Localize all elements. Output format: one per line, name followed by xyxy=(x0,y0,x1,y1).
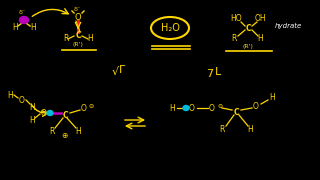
Text: H: H xyxy=(75,127,81,136)
Text: C: C xyxy=(245,24,251,33)
Ellipse shape xyxy=(183,105,189,111)
Text: R: R xyxy=(219,125,225,134)
Text: C: C xyxy=(233,107,239,116)
Text: H: H xyxy=(257,33,263,42)
Text: (R'): (R') xyxy=(243,44,253,48)
Text: (R'): (R') xyxy=(73,42,84,46)
Text: HO: HO xyxy=(230,14,242,22)
Text: H: H xyxy=(30,22,36,32)
Text: δ⁻: δ⁻ xyxy=(19,10,26,15)
Text: hydrate: hydrate xyxy=(275,23,302,29)
Text: H: H xyxy=(87,33,93,42)
Text: ⊕: ⊕ xyxy=(61,132,67,141)
Text: 7: 7 xyxy=(206,69,213,79)
Text: R: R xyxy=(231,33,237,42)
Text: O: O xyxy=(81,103,87,112)
Text: R: R xyxy=(63,33,69,42)
Text: C: C xyxy=(62,111,68,120)
Text: √: √ xyxy=(111,67,119,77)
Text: R: R xyxy=(49,127,55,136)
Text: δ⁻: δ⁻ xyxy=(73,6,81,12)
Text: H: H xyxy=(269,93,275,102)
Text: H: H xyxy=(247,125,253,134)
Text: ⊖: ⊖ xyxy=(88,103,94,109)
Text: ⊖: ⊖ xyxy=(217,103,223,109)
Text: H: H xyxy=(29,102,35,111)
Text: H: H xyxy=(7,91,13,100)
Ellipse shape xyxy=(20,17,28,24)
Text: H: H xyxy=(169,103,175,112)
Text: H₂O: H₂O xyxy=(161,23,180,33)
Text: O: O xyxy=(253,102,259,111)
Text: OH: OH xyxy=(254,14,266,22)
Text: H: H xyxy=(29,116,35,125)
Text: O: O xyxy=(41,109,47,118)
Text: L: L xyxy=(215,67,221,77)
Text: Γ: Γ xyxy=(119,65,125,75)
Ellipse shape xyxy=(47,111,53,116)
Text: H: H xyxy=(12,22,18,32)
Text: O: O xyxy=(75,12,81,21)
Text: O: O xyxy=(19,96,25,105)
Text: C: C xyxy=(75,30,81,39)
Text: O: O xyxy=(209,103,215,112)
Text: O: O xyxy=(189,103,195,112)
